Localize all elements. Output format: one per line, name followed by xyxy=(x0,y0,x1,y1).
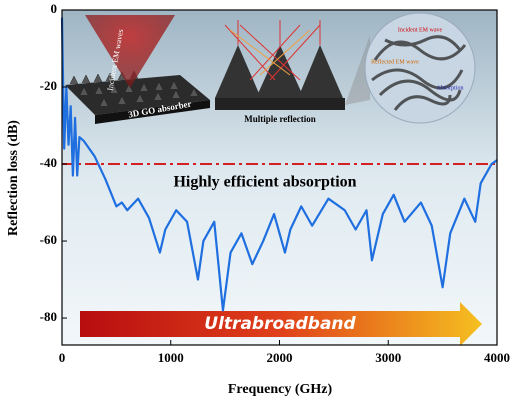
arrow xyxy=(80,302,482,346)
annotation: Incident EM wave xyxy=(398,27,443,33)
y-tick-label: -60 xyxy=(40,232,57,247)
x-tick-label: 4000 xyxy=(484,350,510,365)
y-tick-label: 0 xyxy=(51,1,58,16)
annotation: Multiple reflection xyxy=(244,114,316,124)
inset-sphere xyxy=(364,12,476,124)
y-tick-label: -20 xyxy=(40,78,57,93)
arrow-label: Ultrabroadband xyxy=(204,314,356,334)
inset-absorber xyxy=(65,15,210,124)
inset-connector xyxy=(345,35,370,105)
x-tick-label: 0 xyxy=(59,350,66,365)
annotation: Absorption xyxy=(437,85,464,91)
x-tick-label: 2000 xyxy=(267,350,293,365)
inset-reflection xyxy=(215,20,345,110)
y-tick-label: -40 xyxy=(40,155,57,170)
x-axis-label: Frequency (GHz) xyxy=(228,382,333,397)
series-line xyxy=(60,17,498,312)
annotation: Highly efficient absorption xyxy=(173,174,356,191)
annotation: Reflected EM wave xyxy=(371,58,419,65)
y-axis-label: Reflection loss (dB) xyxy=(6,120,21,236)
y-tick-label: -80 xyxy=(40,309,57,324)
x-tick-label: 1000 xyxy=(158,350,184,365)
x-tick-label: 3000 xyxy=(375,350,401,365)
